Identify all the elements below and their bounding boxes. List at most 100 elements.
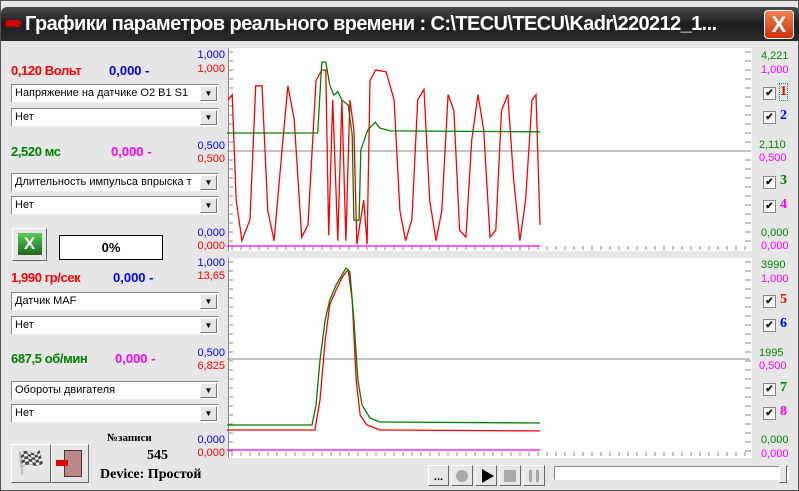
channel-4-param2-select[interactable]: Нет ▼ xyxy=(11,404,219,423)
window-title: Графики параметров реального времени : C… xyxy=(25,13,717,35)
series-7-line xyxy=(227,266,541,426)
slider-thumb[interactable] xyxy=(779,465,787,483)
selected-value: Напряжение на датчике О2 B1 S1 xyxy=(15,87,189,99)
dropdown-arrow-icon[interactable]: ▼ xyxy=(200,198,217,213)
device-label: Device: Простой xyxy=(100,467,202,482)
axis-label: 1,000 xyxy=(197,63,225,75)
selected-value: Датчик MAF xyxy=(15,295,77,307)
axis-label: 0,000 xyxy=(761,240,789,252)
series-7-label: 7 xyxy=(780,380,787,395)
series-6-checkbox[interactable]: ✔ xyxy=(763,319,776,332)
axis-label: 1,000 xyxy=(197,49,225,61)
axis-label: 13,65 xyxy=(197,270,225,282)
series-3-checkbox[interactable]: ✔ xyxy=(763,176,776,189)
dropdown-arrow-icon[interactable]: ▼ xyxy=(200,294,217,309)
series-4-label: 4 xyxy=(780,197,787,212)
axis-label: 0,000 xyxy=(197,240,225,252)
play-button[interactable] xyxy=(475,465,497,486)
export-progress: 0% xyxy=(59,235,163,260)
series-4-checkbox[interactable]: ✔ xyxy=(763,200,776,213)
axis-label: 0,000 xyxy=(761,227,789,239)
pause-icon xyxy=(529,470,539,482)
axis-label: 0,500 xyxy=(197,140,225,152)
exit-button[interactable] xyxy=(51,444,89,483)
axis-label: 0,500 xyxy=(197,347,225,359)
channel-3-value: 1,990 гр/сек xyxy=(11,270,81,285)
channel-1-param2-select[interactable]: Нет ▼ xyxy=(11,108,219,127)
record-icon xyxy=(456,470,468,482)
series-5-checkbox[interactable]: ✔ xyxy=(763,295,776,308)
axis-label: 0,500 xyxy=(197,153,225,165)
selected-value: Нет xyxy=(15,199,34,211)
channel-3-param-select[interactable]: Датчик MAF ▼ xyxy=(11,292,219,311)
selected-value: Нет xyxy=(15,407,34,419)
stop-button[interactable] xyxy=(499,465,521,486)
axis-label: 1,000 xyxy=(761,64,789,76)
axis-label: 2,110 xyxy=(759,139,786,151)
channel-2-param-select[interactable]: Длительность импульса впрыска т ▼ xyxy=(11,173,219,192)
title-bar: Графики параметров реального времени : C… xyxy=(1,7,799,41)
dropdown-arrow-icon[interactable]: ▼ xyxy=(200,406,217,421)
series-3-line xyxy=(227,61,541,221)
series-1-checkbox[interactable]: ✔ xyxy=(763,87,776,100)
series-8-checkbox[interactable]: ✔ xyxy=(763,407,776,420)
axis-label: 3990 xyxy=(761,259,786,271)
series-2-checkbox[interactable]: ✔ xyxy=(763,111,776,124)
series-5-label: 5 xyxy=(780,292,787,307)
records-count: 545 xyxy=(147,448,168,463)
playback-position-slider[interactable] xyxy=(554,465,789,483)
axis-label: 0,000 xyxy=(197,227,225,239)
app-car-icon xyxy=(5,20,21,27)
axis-label: 0,000 xyxy=(761,448,789,460)
selected-value: Обороты двигателя xyxy=(15,384,116,396)
axis-label: 4,221 xyxy=(761,50,789,62)
records-label: №записи xyxy=(107,432,152,444)
channel-1-param-select[interactable]: Напряжение на датчике О2 B1 S1 ▼ xyxy=(11,84,219,103)
play-icon xyxy=(482,469,494,483)
series-1-label: 1 xyxy=(779,83,788,101)
record-button[interactable] xyxy=(451,465,473,486)
series-5-line xyxy=(227,268,541,432)
stop-icon xyxy=(504,470,516,482)
channel-2-param2-select[interactable]: Нет ▼ xyxy=(11,196,219,215)
axis-label: 0,000 xyxy=(197,434,225,446)
channel-2-aux: 0,000 - xyxy=(111,144,152,159)
series-8-label: 8 xyxy=(780,404,787,419)
export-excel-button[interactable]: X xyxy=(12,228,47,261)
arrow-icon xyxy=(56,460,68,466)
axis-label: 6,825 xyxy=(197,360,225,372)
excel-icon: X xyxy=(17,233,42,255)
race-flag-button[interactable]: 🏁 xyxy=(11,444,51,483)
selected-value: Длительность импульса впрыска т xyxy=(15,176,192,188)
checkered-flag-icon: 🏁 xyxy=(17,450,45,475)
axis-label: 0,000 xyxy=(761,434,789,446)
dropdown-arrow-icon[interactable]: ▼ xyxy=(200,175,217,190)
axis-label: 0,000 xyxy=(197,447,225,459)
dropdown-arrow-icon[interactable]: ▼ xyxy=(200,383,217,398)
channel-4-value: 687,5 об/мин xyxy=(11,351,88,366)
dropdown-arrow-icon[interactable]: ▼ xyxy=(200,110,217,125)
series-2-label: 2 xyxy=(780,108,787,123)
axis-label: 0,500 xyxy=(759,360,787,372)
series-1-line xyxy=(227,69,541,245)
axis-label: 1995 xyxy=(759,347,784,359)
more-button[interactable]: ... xyxy=(428,465,449,486)
series-6-label: 6 xyxy=(780,316,787,331)
axis-label: 0,500 xyxy=(759,152,787,164)
channel-3-param2-select[interactable]: Нет ▼ xyxy=(11,316,219,335)
pause-button[interactable] xyxy=(523,465,545,486)
series-3-label: 3 xyxy=(780,173,787,188)
channel-4-param-select[interactable]: Обороты двигателя ▼ xyxy=(11,381,219,400)
channel-1-value: 0,120 Вольт xyxy=(11,63,82,78)
series-7-checkbox[interactable]: ✔ xyxy=(763,383,776,396)
channel-3-aux: 0,000 - xyxy=(113,270,154,285)
axis-label: 1,000 xyxy=(761,273,789,285)
selected-value: Нет xyxy=(15,111,34,123)
dropdown-arrow-icon[interactable]: ▼ xyxy=(200,318,217,333)
axis-label: 1,000 xyxy=(197,257,225,269)
close-button[interactable]: X xyxy=(764,10,794,39)
channel-1-aux: 0,000 - xyxy=(109,63,150,78)
dropdown-arrow-icon[interactable]: ▼ xyxy=(200,86,217,101)
channel-2-value: 2,520 мс xyxy=(11,144,61,159)
